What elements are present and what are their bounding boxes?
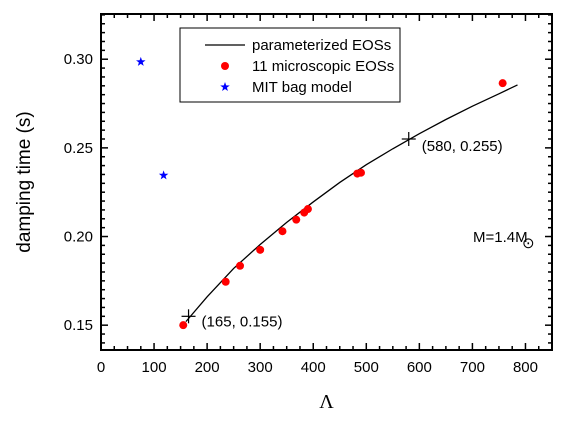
star-point (136, 56, 146, 66)
legend-star-marker (220, 82, 230, 92)
legend-label: 11 microscopic EOSs (252, 58, 394, 75)
star-point (158, 170, 169, 180)
plot-axes: 0 100 200 300 400 500 600 700 800 0.15 0.20 0.25 0.3… (14, 13, 553, 413)
legend-label: MIT bag model (252, 79, 352, 96)
sun-subscript: ⊙ (522, 235, 535, 252)
circle-point (278, 227, 287, 236)
x-tick-label: 500 (354, 359, 379, 376)
series-line (185, 84, 518, 323)
annotation-label: (580, 0.255) (422, 138, 503, 155)
x-tick-label: 800 (513, 359, 538, 376)
y-axis-title: damping time (s) (14, 111, 35, 253)
circle-point (236, 261, 245, 270)
legend-circle-marker (221, 62, 229, 70)
legend: parameterized EOSs 11 microscopic EOSs MIT… (179, 27, 401, 103)
circle-point (498, 79, 507, 88)
y-tick-label: 0.15 (64, 317, 93, 334)
circle-point (256, 245, 265, 254)
legend-label: parameterized EOSs (252, 37, 391, 54)
y-tick-label: 0.30 (64, 51, 93, 68)
x-tick-label: 600 (407, 359, 432, 376)
series-points (136, 56, 507, 330)
x-tick-label: 700 (460, 359, 485, 376)
x-tick-label: 200 (195, 359, 220, 376)
circle-point (356, 168, 365, 177)
annotation-label: (165, 0.155) (202, 313, 283, 330)
x-axis-title: Λ (319, 391, 334, 413)
y-tick-label: 0.25 (64, 140, 93, 157)
mass-annotation: M=1.4M (473, 229, 528, 246)
x-tick-label: 0 (97, 359, 105, 376)
x-tick-label: 300 (248, 359, 273, 376)
y-tick-label: 0.20 (64, 229, 93, 246)
circle-point (303, 205, 312, 214)
x-tick-label: 400 (301, 359, 326, 376)
x-tick-label: 100 (142, 359, 167, 376)
legend-box (179, 27, 401, 103)
series-lines (185, 84, 518, 323)
circle-point (179, 321, 188, 330)
annotations: (165, 0.155) (580, 0.255) M=1.4M⊙ (181, 132, 535, 330)
circle-point (221, 277, 230, 286)
circle-point (292, 215, 301, 224)
